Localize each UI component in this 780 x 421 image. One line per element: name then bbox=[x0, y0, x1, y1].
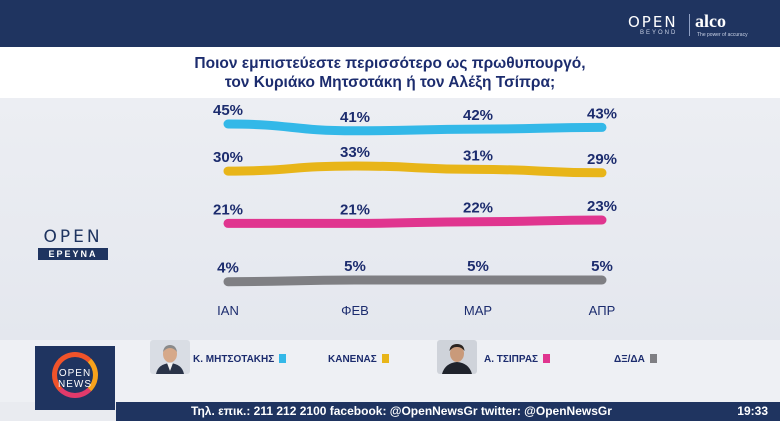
x-tick-label-2: ΜΑΡ bbox=[464, 303, 492, 318]
series-line-2 bbox=[223, 215, 607, 228]
data-label-s0-3: 43% bbox=[587, 105, 617, 122]
legend-swatch-kanenas bbox=[381, 354, 389, 363]
data-label-s1-3: 29% bbox=[587, 151, 617, 168]
x-tick-label-3: ΑΠΡ bbox=[589, 303, 616, 318]
chart-title-line-2: τον Κυριάκο Μητσοτάκη ή τον Αλέξη Τσίπρα… bbox=[224, 74, 556, 91]
legend-item-kanenas: ΚΑΝΕΝΑΣ bbox=[328, 354, 389, 365]
legend-label-tsipras: Α. ΤΣΙΠΡΑΣ bbox=[484, 354, 539, 365]
open-beyond-logo: OPEN bbox=[628, 13, 678, 31]
data-label-s3-2: 5% bbox=[467, 258, 489, 275]
open-news-ring-icon bbox=[52, 352, 98, 398]
alco-tagline: The power of accuracy bbox=[697, 32, 748, 38]
data-label-s0-2: 42% bbox=[463, 107, 493, 124]
chart-title-box: Ποιον εμπιστεύεστε περισσότερο ως πρωθυπ… bbox=[0, 47, 780, 98]
legend-label-mitsotakis: Κ. ΜΗΤΣΟΤΑΚΗΣ bbox=[193, 354, 275, 365]
alco-logo: alco bbox=[695, 11, 726, 31]
chart-area: 45% 41% 42% 43% 30% 33% 31% 29% 21% 21% 22% 23% 4% 5%… bbox=[0, 98, 780, 340]
data-label-s3-1: 5% bbox=[344, 258, 366, 275]
legend-item-dxda: ΔΞ/ΔΑ bbox=[614, 354, 657, 365]
brand-divider bbox=[689, 14, 690, 36]
data-label-s2-1: 21% bbox=[340, 201, 370, 218]
data-label-s2-2: 22% bbox=[463, 200, 493, 217]
legend-item-tsipras: Α. ΤΣΙΠΡΑΣ bbox=[484, 354, 551, 365]
news-ticker: Τηλ. επικ.: 211 212 2100 facebook: @Open… bbox=[116, 402, 780, 421]
tsipras-portrait bbox=[437, 340, 477, 374]
open-beyond-sub: BEYOND bbox=[640, 30, 678, 36]
x-tick-label-1: ΦΕΒ bbox=[341, 303, 369, 318]
data-label-s1-0: 30% bbox=[213, 149, 243, 166]
legend-item-mitsotakis: Κ. ΜΗΤΣΟΤΑΚΗΣ bbox=[193, 354, 287, 365]
legend-swatch-dxda bbox=[649, 354, 657, 363]
x-tick-label-0: ΙΑΝ bbox=[217, 303, 239, 318]
chart-title-line-1: Ποιον εμπιστεύεστε περισσότερο ως πρωθυπ… bbox=[194, 55, 586, 72]
line-chart: 45% 41% 42% 43% 30% 33% 31% 29% 21% 21% 22% 23% 4% 5%… bbox=[213, 102, 617, 318]
data-label-s0-1: 41% bbox=[340, 109, 370, 126]
data-label-s1-1: 33% bbox=[340, 144, 370, 161]
series-line-1 bbox=[223, 161, 607, 178]
open-news-logo-line1: OPEN bbox=[58, 368, 92, 379]
legend-swatch-tsipras bbox=[543, 354, 551, 363]
chart-legend: Κ. ΜΗΤΣΟΤΑΚΗΣ ΚΑΝΕΝΑΣ Α. ΤΣΙΠΡΑΣ ΔΞ/ΔΑ bbox=[0, 340, 780, 402]
legend-label-dxda: ΔΞ/ΔΑ bbox=[614, 354, 645, 365]
legend-swatch-mitsotakis bbox=[279, 354, 287, 363]
series-line-3 bbox=[223, 275, 607, 287]
mitsotakis-portrait bbox=[150, 340, 190, 374]
ticker-contact-text: Τηλ. επικ.: 211 212 2100 facebook: @Open… bbox=[191, 404, 612, 418]
data-label-s2-0: 21% bbox=[213, 201, 243, 218]
data-label-s3-3: 5% bbox=[591, 258, 613, 275]
data-label-s1-2: 31% bbox=[463, 147, 493, 164]
open-news-logo-line2: NEWS bbox=[58, 379, 92, 390]
open-news-logo: OPEN NEWS bbox=[35, 346, 115, 410]
series-line-0 bbox=[223, 119, 607, 136]
data-label-s3-0: 4% bbox=[217, 260, 239, 277]
open-ereuna-logo-top: OPEN bbox=[43, 227, 103, 247]
open-ereuna-logo: OPEN ΕΡΕΥΝΑ bbox=[38, 227, 108, 260]
legend-label-kanenas: ΚΑΝΕΝΑΣ bbox=[328, 354, 377, 365]
data-label-s0-0: 45% bbox=[213, 102, 243, 119]
top-bar: OPEN BEYOND alco The power of accuracy bbox=[0, 0, 780, 47]
ticker-clock: 19:33 bbox=[737, 404, 768, 418]
open-ereuna-logo-bottom: ΕΡΕΥΝΑ bbox=[38, 248, 108, 260]
data-label-s2-3: 23% bbox=[587, 198, 617, 215]
